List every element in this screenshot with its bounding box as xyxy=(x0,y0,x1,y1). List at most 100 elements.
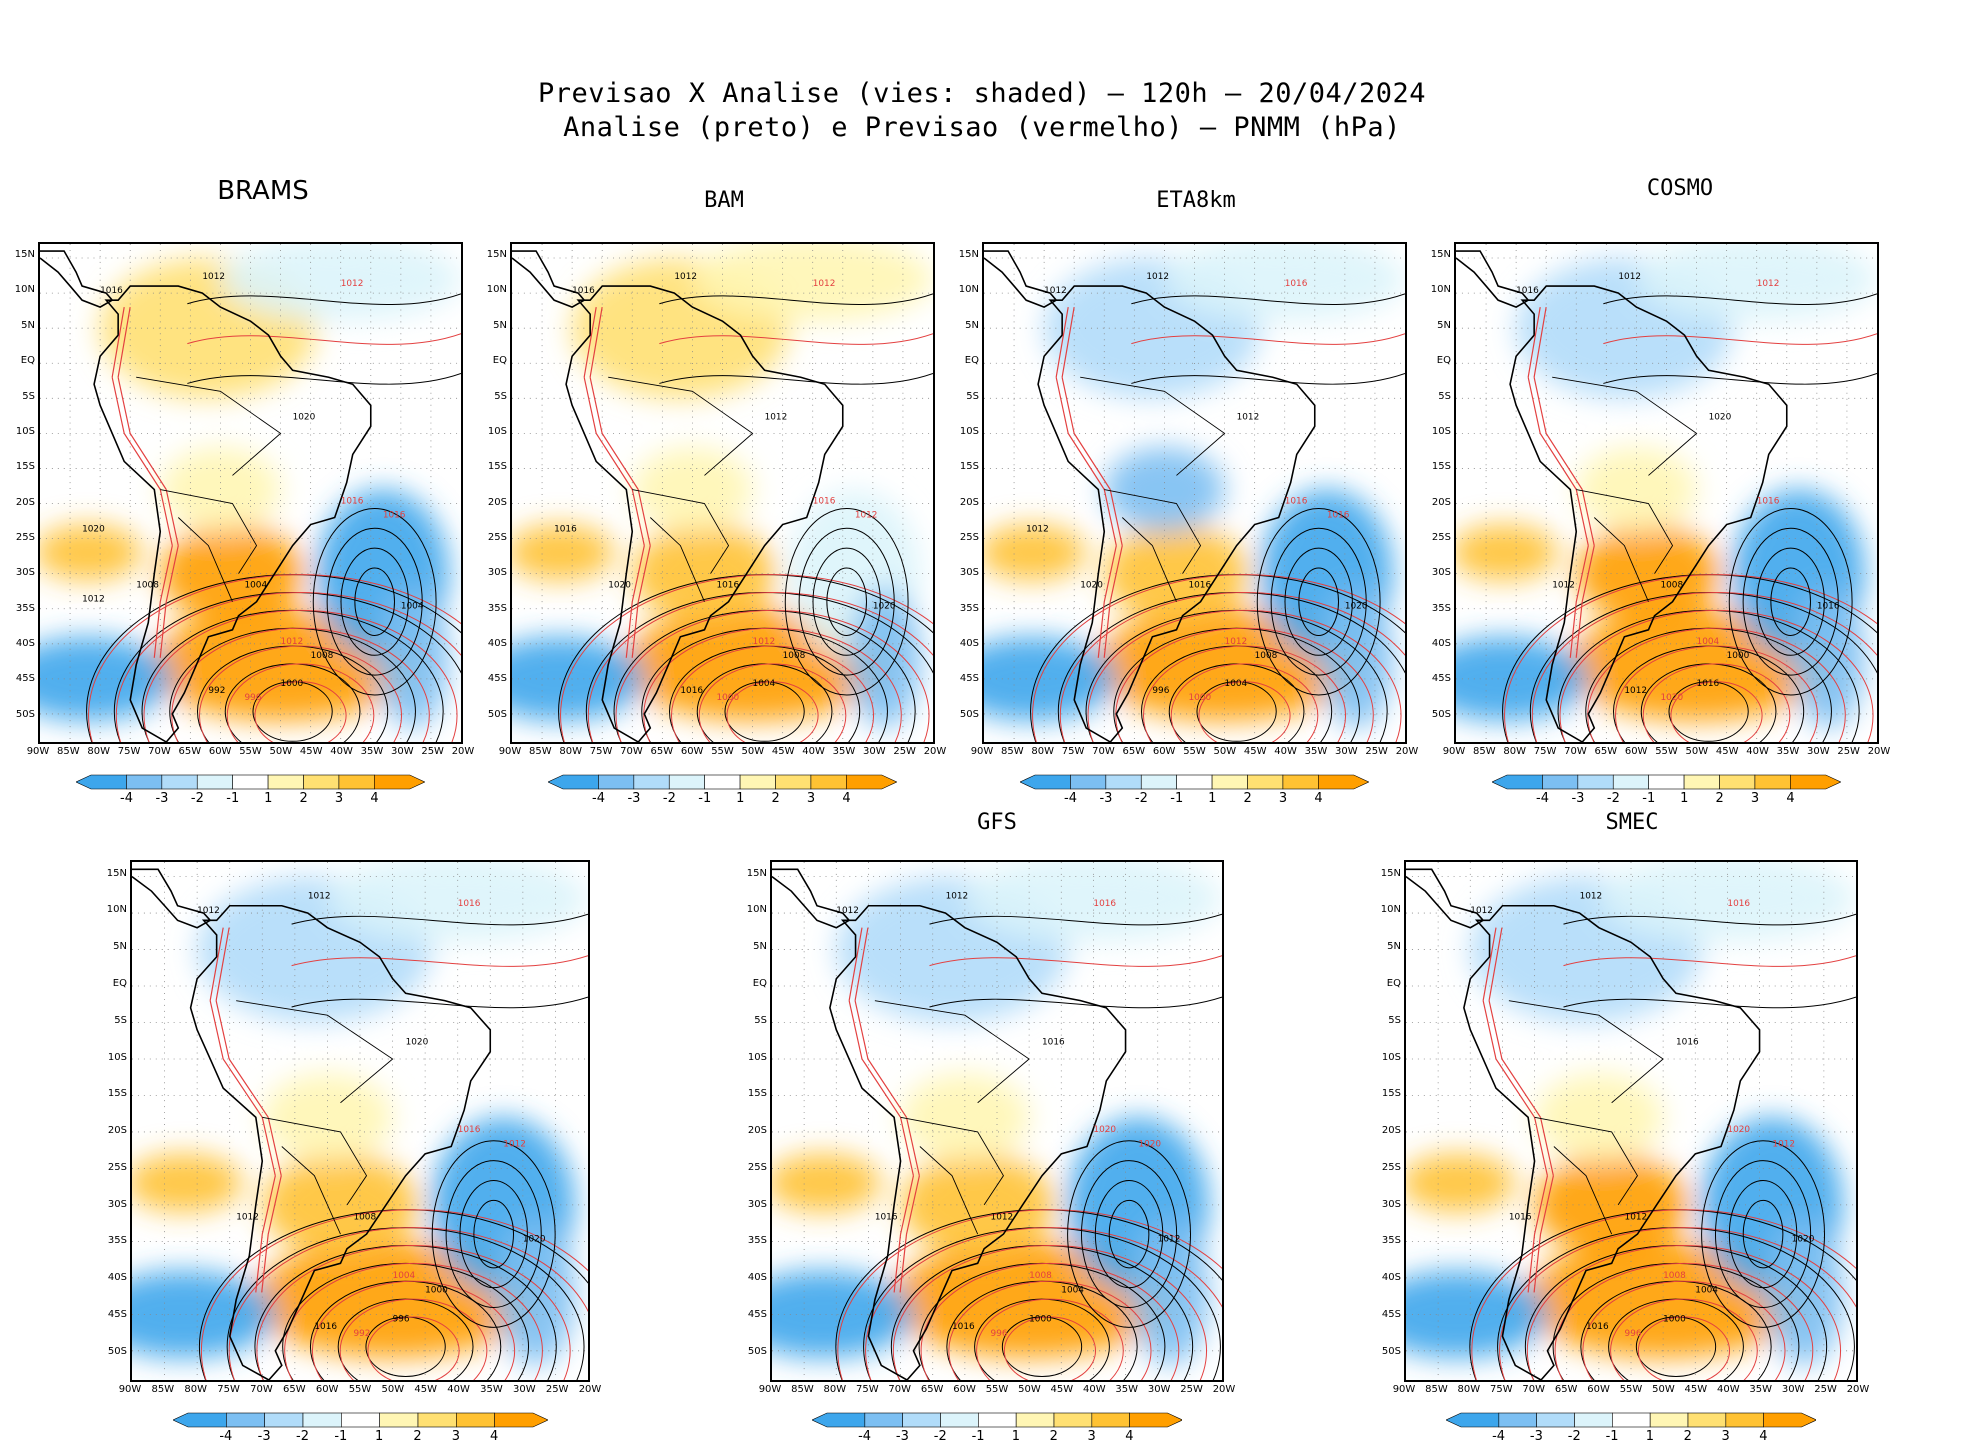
isobar-label: 996 xyxy=(1152,686,1169,696)
isobar-label: 1012 xyxy=(765,412,788,422)
isobar-label: 1016 xyxy=(1586,1322,1609,1332)
bias-map: 1012 1012 1016 1020 1016 1008 1004 1012 1008 1000… xyxy=(40,244,461,742)
isobar-label: 1020 xyxy=(1138,1140,1161,1150)
coastline xyxy=(772,868,1127,1380)
colorbar-tick-label: -1 xyxy=(334,1429,348,1444)
colorbar-swatch xyxy=(76,774,127,790)
colorbar-swatch xyxy=(1725,1412,1764,1428)
colorbar-tick-label: -3 xyxy=(895,1429,909,1444)
latitude-label: 15S xyxy=(107,1088,127,1100)
colorbar-tick-label: -2 xyxy=(933,1429,947,1444)
isobar-label: 1012 xyxy=(753,637,776,647)
longitude-label: 50W xyxy=(269,746,293,757)
isobar-label: 1016 xyxy=(1509,1212,1532,1222)
isobar-label: 1012 xyxy=(991,1212,1014,1222)
latitude-label: 25S xyxy=(487,531,507,543)
isobar-label: 1020 xyxy=(406,1037,429,1047)
isobar-labels: 1012 1016 1012 1016 1020 1016 1012 1008 1004 1000… xyxy=(1470,891,1814,1339)
colorbar-tick-label: -4 xyxy=(1536,791,1550,806)
colorbar-tick-label: -4 xyxy=(858,1429,872,1444)
colorbar-tick-label: 4 xyxy=(1759,1429,1768,1444)
latitude-label: 50S xyxy=(1381,1345,1401,1357)
latitude-label: 5S xyxy=(1388,1014,1401,1026)
isobar-label: 1012 xyxy=(674,272,697,282)
longitude-label: 45W xyxy=(771,746,795,757)
latitude-label: 45S xyxy=(959,673,979,685)
latitude-label: 35S xyxy=(107,1235,127,1247)
longitude-label: 55W xyxy=(985,1384,1009,1395)
colorbar-swatch xyxy=(1015,1412,1055,1428)
longitude-label: 25W xyxy=(1814,1384,1837,1395)
isobar-label: 1012 xyxy=(855,511,878,521)
longitude-label: 25W xyxy=(421,746,444,757)
colorbar-swatch xyxy=(1105,774,1142,790)
latitude-label: EQ xyxy=(1386,977,1401,989)
colorbar-swatch xyxy=(1577,774,1614,790)
colorbar-tick-label: 2 xyxy=(1683,1429,1692,1444)
isobar-labels: 1012 1012 1016 1012 1016 1020 1016 1012 1008 1004… xyxy=(554,272,896,703)
colorbar xyxy=(76,774,425,790)
isobar-label: 1004 xyxy=(244,581,267,591)
longitude-label: 80W xyxy=(184,1384,208,1395)
bias-map: 1012 1016 1012 1016 1020 1016 1012 1008 1004 1000… xyxy=(772,862,1222,1380)
colorbar-tick-label: 1 xyxy=(375,1429,384,1444)
isobar-label: 1016 xyxy=(1516,286,1539,296)
longitude-label: 60W xyxy=(1152,746,1176,757)
colorbar-tick-label: -2 xyxy=(1606,791,1620,806)
isobar-label: 1016 xyxy=(1285,279,1308,289)
latitude-label: 25S xyxy=(1431,531,1451,543)
figure-title-line2: Analise (preto) e Previsao (vermelho) – … xyxy=(563,112,1401,143)
colorbar-swatch xyxy=(1763,1412,1817,1428)
colorbar-swatch xyxy=(1282,774,1319,790)
colorbar-swatch xyxy=(340,1412,380,1428)
isobar-label: 1012 xyxy=(341,279,364,289)
longitude-label: 80W xyxy=(1031,746,1055,757)
colorbar-swatch xyxy=(1790,774,1841,790)
isobar-label: 1016 xyxy=(1285,497,1308,507)
longitude-label: 30W xyxy=(390,746,414,757)
model-name-label: BAM xyxy=(704,188,744,213)
colorbar-tick-label: 2 xyxy=(1715,791,1724,806)
isobar-label: 1000 xyxy=(1188,693,1211,703)
colorbar-swatch xyxy=(1141,774,1178,790)
latitude-label: 30S xyxy=(107,1198,127,1210)
longitude-label: 40W xyxy=(330,746,353,757)
colorbar-tick-label: -1 xyxy=(698,791,712,806)
isobar-label: 1012 xyxy=(1225,637,1248,647)
latitude-label: 15N xyxy=(1430,249,1451,261)
latitude-label: 15N xyxy=(1380,867,1401,879)
bias-map: 1012 1012 1016 1020 1016 1012 1008 1004 1000 1016… xyxy=(1456,244,1877,742)
isobar-label: 1020 xyxy=(523,1234,546,1244)
longitude-label: 75W xyxy=(217,1384,240,1395)
longitude-label: 35W xyxy=(1776,746,1800,757)
latitude-label: 15S xyxy=(1431,461,1451,473)
map-frame: 1012 1016 1012 1020 1016 1012 1008 1004 1000 996 9… xyxy=(130,860,590,1382)
colorbar-tick-label: 2 xyxy=(299,791,308,806)
longitude-label: 40W xyxy=(1082,1384,1106,1395)
longitude-label: 90W xyxy=(1442,746,1466,757)
latitude-label: 35S xyxy=(487,602,507,614)
longitude-label: 25W xyxy=(893,746,916,757)
latitude-label: 5N xyxy=(493,319,507,331)
isobar-label: 1004 xyxy=(1225,679,1248,689)
latitude-label: 10S xyxy=(747,1051,767,1063)
isobar-label: 1016 xyxy=(383,511,406,521)
colorbar-swatch xyxy=(1053,1412,1092,1428)
latitude-label: 15S xyxy=(747,1088,767,1100)
longitude-label: 85W xyxy=(529,746,552,757)
isobar-label: 1016 xyxy=(1697,679,1720,689)
colorbar-tick-label: -3 xyxy=(1529,1429,1543,1444)
latitude-label: 50S xyxy=(107,1345,127,1357)
isobar-label: 1016 xyxy=(1188,581,1211,591)
isobar-label: 1020 xyxy=(1345,602,1368,612)
latitude-label: 5S xyxy=(966,390,979,402)
colorbar xyxy=(811,1412,1183,1428)
longitude-label: 60W xyxy=(315,1384,339,1395)
model-name-label: ETA8km xyxy=(1156,188,1236,213)
latitude-label: 40S xyxy=(1431,638,1451,649)
isobar-label: 1020 xyxy=(1709,412,1732,422)
colorbar-tick-label: -2 xyxy=(296,1429,309,1444)
longitude-label: 90W xyxy=(498,746,522,757)
latitude-label: 40S xyxy=(15,638,35,649)
colorbar-swatch xyxy=(1129,1412,1183,1428)
